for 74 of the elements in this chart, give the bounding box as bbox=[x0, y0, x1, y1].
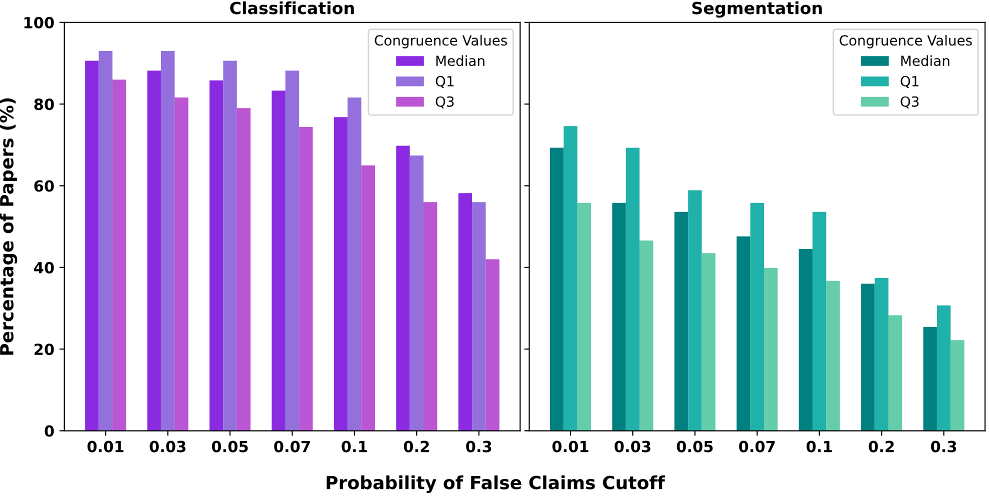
bar bbox=[736, 236, 750, 431]
bar bbox=[486, 259, 500, 431]
legend-title: Congruence Values bbox=[374, 34, 507, 48]
bar bbox=[85, 60, 99, 431]
x-tick-label: 0.05 bbox=[676, 440, 713, 452]
y-tick-label: 40 bbox=[34, 262, 54, 274]
bar bbox=[612, 202, 626, 431]
chart-title: Segmentation bbox=[692, 1, 822, 18]
bar bbox=[236, 108, 251, 431]
bar bbox=[112, 80, 126, 431]
bar bbox=[923, 327, 937, 431]
bar bbox=[688, 190, 702, 431]
bar bbox=[640, 240, 654, 431]
x-axis-title: Probability of False Claims Cutoff bbox=[326, 475, 666, 494]
bar bbox=[626, 148, 640, 431]
bar bbox=[950, 340, 964, 431]
x-tick-label: 0.2 bbox=[868, 440, 894, 452]
bar bbox=[147, 70, 161, 431]
chart-title: Classification bbox=[230, 1, 354, 14]
bar bbox=[334, 117, 348, 431]
x-tick-label: 0.2 bbox=[404, 440, 429, 452]
y-tick-label: 100 bbox=[24, 16, 54, 28]
bar bbox=[577, 202, 592, 431]
bar bbox=[98, 50, 112, 431]
legend-label: Median bbox=[436, 55, 484, 66]
bar bbox=[936, 305, 951, 431]
bar bbox=[874, 278, 888, 431]
bar bbox=[272, 90, 286, 431]
y-tick-label: 20 bbox=[34, 344, 54, 356]
bar bbox=[160, 50, 175, 431]
bar bbox=[458, 193, 472, 431]
legend-label: Q1 bbox=[436, 76, 454, 88]
bar bbox=[361, 165, 375, 431]
bar bbox=[564, 126, 578, 431]
bar bbox=[550, 148, 564, 431]
legend-title: Congruence Values bbox=[840, 34, 972, 48]
x-tick-label: 0.07 bbox=[274, 440, 310, 452]
bar bbox=[812, 212, 826, 431]
bar bbox=[888, 315, 902, 431]
bar bbox=[396, 146, 410, 431]
bar bbox=[348, 98, 362, 431]
x-tick-label: 0.01 bbox=[552, 440, 588, 452]
x-tick-label: 0.03 bbox=[150, 440, 186, 452]
bar bbox=[702, 253, 716, 431]
y-tick-label: 0 bbox=[44, 425, 54, 437]
y-tick-label: 80 bbox=[34, 98, 54, 110]
bar bbox=[285, 70, 300, 431]
y-tick-label: 60 bbox=[34, 180, 54, 192]
bar bbox=[798, 249, 813, 431]
legend-label: Q3 bbox=[900, 96, 919, 108]
legend-label: Q1 bbox=[900, 76, 918, 88]
x-tick-label: 0.01 bbox=[87, 440, 124, 452]
bar bbox=[764, 268, 778, 431]
bar bbox=[861, 284, 875, 431]
x-tick-label: 0.3 bbox=[931, 440, 956, 452]
x-tick-label: 0.05 bbox=[212, 440, 248, 452]
x-tick-label: 0.1 bbox=[342, 440, 367, 452]
bar bbox=[750, 202, 764, 431]
legend-label: Median bbox=[901, 55, 950, 66]
y-axis-title: Percentage of Papers (%) bbox=[0, 98, 18, 355]
x-tick-label: 0.03 bbox=[614, 440, 650, 452]
x-tick-label: 0.3 bbox=[466, 440, 492, 452]
bar bbox=[174, 98, 188, 431]
bar bbox=[299, 126, 313, 431]
bar bbox=[223, 60, 237, 431]
x-tick-label: 0.07 bbox=[739, 440, 775, 452]
bar bbox=[472, 202, 486, 431]
bar bbox=[674, 212, 688, 431]
x-tick-label: 0.1 bbox=[806, 440, 832, 452]
bar bbox=[424, 202, 438, 431]
legend-label: Q3 bbox=[436, 96, 454, 108]
bar bbox=[826, 280, 840, 431]
bar bbox=[410, 156, 424, 431]
bar bbox=[210, 80, 224, 431]
